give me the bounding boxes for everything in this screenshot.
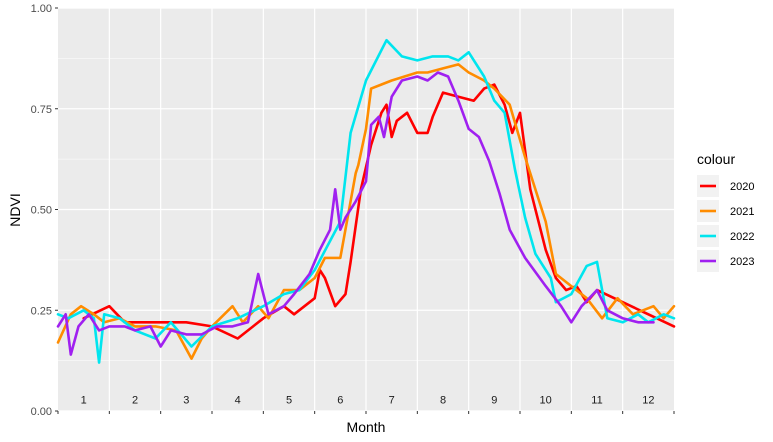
month-label: 7 (389, 395, 395, 407)
month-label: 12 (642, 395, 654, 407)
month-label: 3 (183, 395, 189, 407)
y-tick-label: 1.00 (31, 3, 52, 15)
month-label: 8 (440, 395, 446, 407)
y-tick-label: 0.50 (31, 205, 52, 217)
y-tick-label: 0.75 (31, 104, 52, 116)
series-line-2023 (56, 71, 655, 356)
y-tick-label: 0.00 (31, 406, 52, 418)
y-axis: 0.00 0.25 0.50 0.75 1.00 (31, 3, 58, 418)
legend: colour 2020 2021 2022 2023 (697, 151, 754, 272)
series-line-2021 (56, 63, 676, 360)
legend-label: 2021 (730, 206, 754, 218)
series-lines (56, 38, 676, 364)
legend-title: colour (697, 151, 735, 167)
legend-items: 2020 2021 2022 2023 (697, 175, 754, 272)
month-label: 6 (337, 395, 343, 407)
month-labels: 1 2 3 4 5 6 7 8 9 10 11 12 (81, 395, 655, 407)
legend-label: 2022 (730, 231, 754, 243)
month-label: 2 (132, 395, 138, 407)
y-axis-title: NDVI (7, 193, 23, 226)
month-label: 11 (591, 395, 602, 407)
month-label: 9 (491, 395, 497, 407)
x-axis (57, 411, 675, 414)
series-line-2022 (56, 38, 676, 364)
month-label: 4 (235, 395, 241, 407)
month-label: 1 (81, 395, 87, 407)
legend-label: 2023 (730, 256, 754, 268)
legend-label: 2020 (730, 181, 754, 193)
month-label: 10 (540, 395, 552, 407)
x-axis-title: Month (347, 419, 386, 435)
month-label: 5 (286, 395, 292, 407)
y-tick-label: 0.25 (31, 305, 52, 317)
